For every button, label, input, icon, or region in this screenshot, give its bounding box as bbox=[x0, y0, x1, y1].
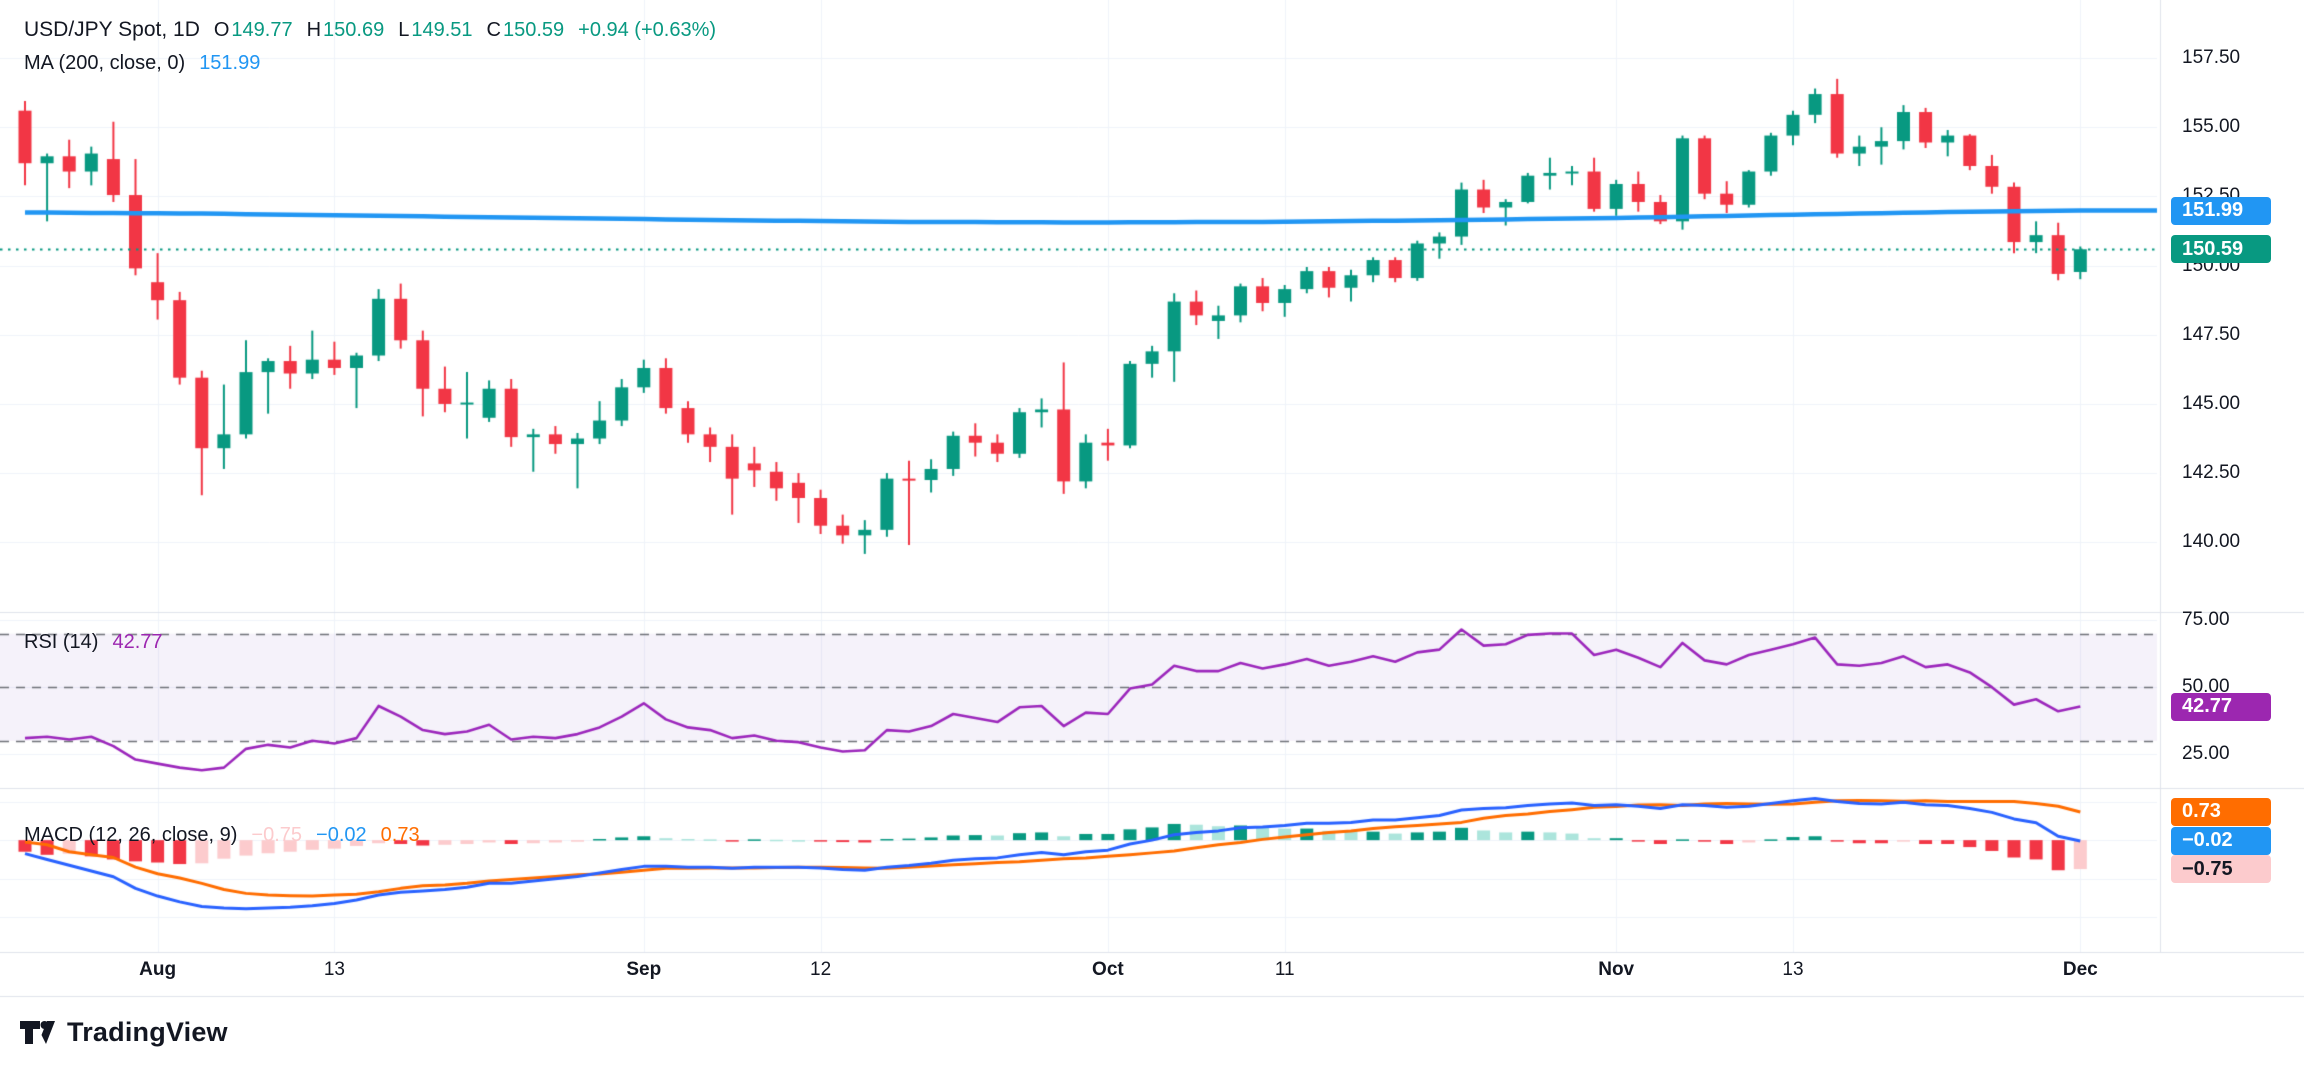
rsi-tick-label: 75.00 bbox=[2182, 609, 2230, 631]
time-tick-label: Oct bbox=[1092, 959, 1124, 980]
time-tick-label: Dec bbox=[2062, 959, 2098, 980]
rsi-label: RSI (14) bbox=[24, 631, 99, 653]
macd-legend[interactable]: MACD (12, 26, close, 9) −0.75 −0.02 0.73 bbox=[24, 824, 420, 847]
symbol-legend[interactable]: USD/JPY Spot, 1D O 149.77 H 150.69 L 149.51… bbox=[24, 18, 716, 42]
macd-signal-badge: 0.73 bbox=[2171, 797, 2271, 826]
macd-hist-value: −0.75 bbox=[251, 824, 303, 846]
ma-label: MA (200, close, 0) bbox=[24, 52, 186, 74]
rsi-value-badge: 42.77 bbox=[2171, 692, 2271, 721]
price-tick-label: 145.00 bbox=[2182, 392, 2241, 414]
price-tick-label: 155.00 bbox=[2182, 116, 2241, 138]
brand-name: TradingView bbox=[67, 1016, 228, 1047]
time-tick-label: 13 bbox=[323, 959, 345, 980]
rsi-tick-label: 50.00 bbox=[2182, 676, 2230, 698]
symbol-title: USD/JPY Spot, 1D bbox=[24, 18, 200, 41]
macd-signal-value: 0.73 bbox=[380, 824, 420, 846]
price-tick-label: 142.50 bbox=[2182, 462, 2241, 484]
change-value: +0.94 (+0.63%) bbox=[578, 18, 717, 41]
rsi-tick-label: 25.00 bbox=[2182, 743, 2230, 765]
ohlc-open: O 149.77 bbox=[213, 18, 293, 41]
price-tick-label: 147.50 bbox=[2182, 323, 2241, 345]
time-tick-label: 11 bbox=[1274, 959, 1295, 980]
last-price-badge: 150.59 bbox=[2171, 235, 2271, 264]
ohlc-close: C 150.59 bbox=[486, 18, 565, 41]
macd-value-badge: −0.02 bbox=[2171, 826, 2271, 855]
time-tick-label: Nov bbox=[1598, 959, 1635, 980]
ohlc-high: H 150.69 bbox=[306, 18, 385, 41]
macd-line-value: −0.02 bbox=[316, 824, 367, 846]
ohlc-low: L 149.51 bbox=[398, 18, 473, 41]
time-tick-label: 13 bbox=[1782, 959, 1804, 980]
footer: TradingView bbox=[0, 998, 2304, 1066]
ma-value-badge: 151.99 bbox=[2171, 196, 2271, 225]
ma-value: 151.99 bbox=[199, 52, 261, 74]
tradingview-icon bbox=[20, 1020, 55, 1044]
ma-legend[interactable]: MA (200, close, 0) 151.99 bbox=[24, 52, 260, 75]
time-tick-label: Aug bbox=[139, 959, 177, 980]
price-tick-label: 157.50 bbox=[2182, 47, 2241, 69]
time-tick-label: Sep bbox=[626, 959, 662, 980]
price-tick-label: 140.00 bbox=[2182, 531, 2241, 553]
macd-label: MACD (12, 26, close, 9) bbox=[24, 824, 238, 846]
time-tick-label: 12 bbox=[810, 959, 832, 980]
macd-hist-badge: −0.75 bbox=[2171, 855, 2271, 884]
tradingview-logo-link[interactable]: TradingView bbox=[19, 1017, 228, 1048]
rsi-legend[interactable]: RSI (14) 42.77 bbox=[24, 631, 163, 654]
rsi-value: 42.77 bbox=[112, 631, 163, 653]
